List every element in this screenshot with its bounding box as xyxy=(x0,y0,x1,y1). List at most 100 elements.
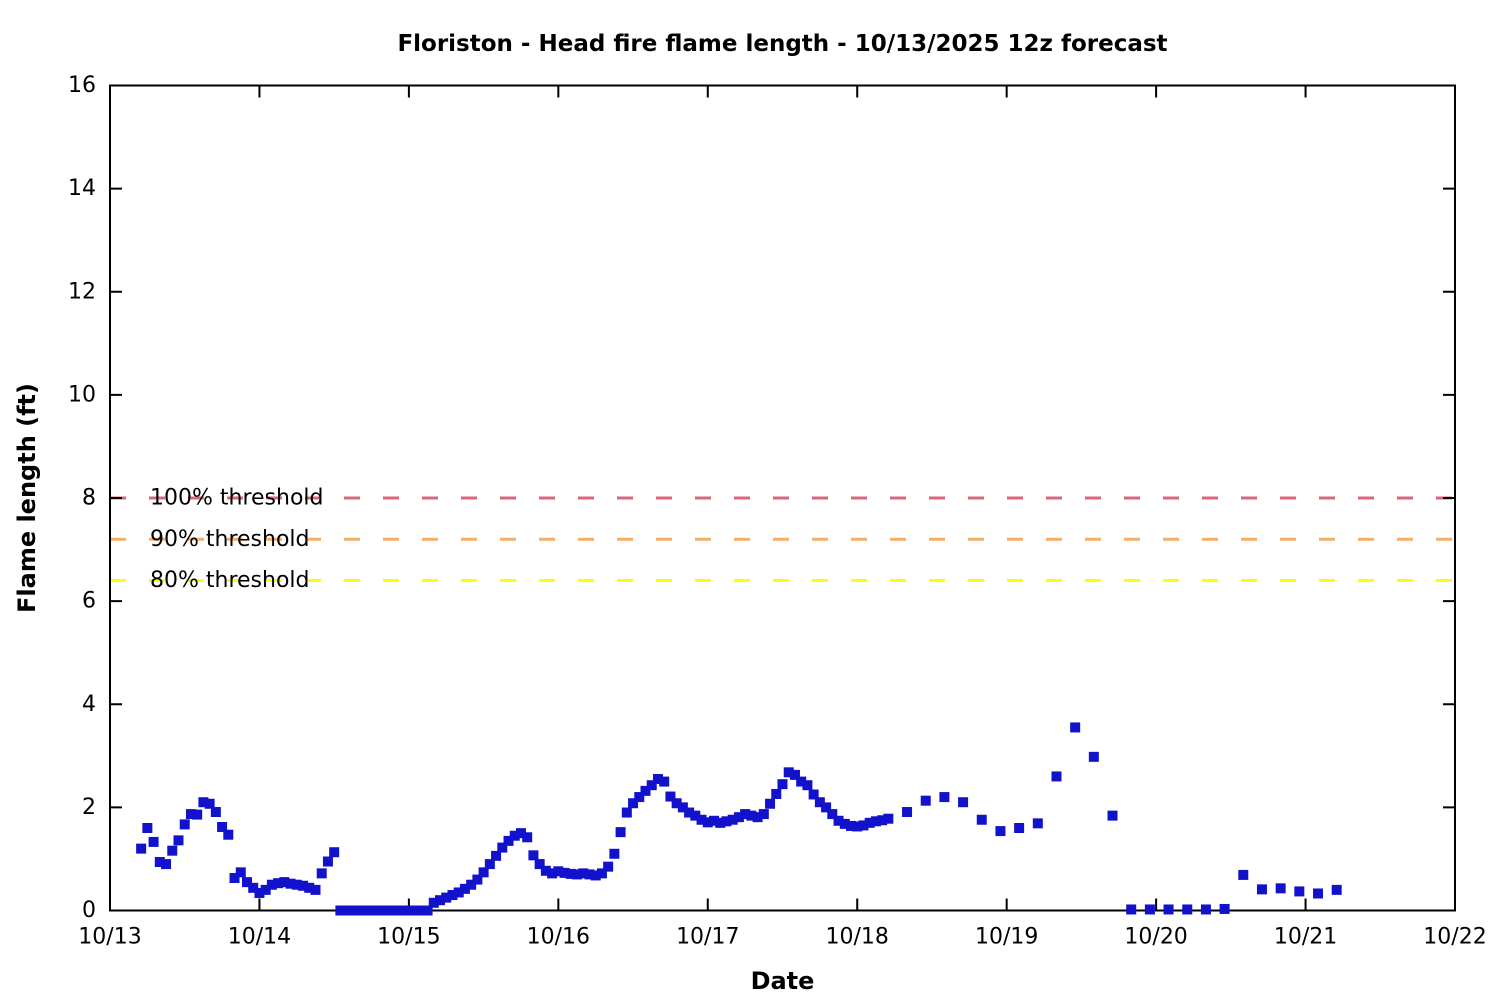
data-point xyxy=(204,798,215,809)
data-point xyxy=(254,887,265,898)
data-point xyxy=(366,905,377,916)
data-point xyxy=(422,905,433,916)
data-point xyxy=(995,826,1006,837)
data-point xyxy=(715,817,726,828)
data-point xyxy=(1163,904,1174,915)
data-point xyxy=(640,785,651,796)
data-point xyxy=(839,818,850,829)
data-point xyxy=(902,807,913,818)
data-point xyxy=(733,812,744,823)
threshold-label-80: 80% threshold xyxy=(150,568,310,593)
data-point xyxy=(266,879,277,890)
data-point xyxy=(796,776,807,787)
data-point xyxy=(192,809,203,820)
data-point xyxy=(628,798,639,809)
y-tick-label: 8 xyxy=(82,486,96,511)
data-point xyxy=(665,791,676,802)
x-tick-label: 10/18 xyxy=(826,925,889,950)
data-point xyxy=(690,810,701,821)
data-point xyxy=(1275,883,1286,894)
data-point xyxy=(765,798,776,809)
data-point xyxy=(565,868,576,879)
data-point xyxy=(503,835,514,846)
x-tick-label: 10/16 xyxy=(527,925,590,950)
data-point xyxy=(1088,751,1099,762)
data-point xyxy=(1238,869,1249,880)
y-tick-label: 6 xyxy=(82,589,96,614)
data-point xyxy=(621,807,632,818)
data-point xyxy=(341,905,352,916)
data-point xyxy=(634,792,645,803)
y-tick-label: 16 xyxy=(68,73,96,98)
data-point xyxy=(845,820,856,831)
data-point xyxy=(223,829,234,840)
x-tick-label: 10/15 xyxy=(377,925,440,950)
data-point xyxy=(416,905,427,916)
data-point xyxy=(453,887,464,898)
data-point xyxy=(491,850,502,861)
data-point xyxy=(329,847,340,858)
data-point xyxy=(179,819,190,830)
y-tick-label: 10 xyxy=(68,382,96,407)
data-point xyxy=(273,878,284,889)
data-point xyxy=(802,780,813,791)
data-point xyxy=(372,905,383,916)
data-point xyxy=(821,802,832,813)
data-point xyxy=(553,866,564,877)
data-point xyxy=(391,905,402,916)
data-point xyxy=(858,820,869,831)
data-point xyxy=(285,878,296,889)
data-point xyxy=(360,905,371,916)
data-point xyxy=(142,823,153,833)
data-point xyxy=(241,877,252,888)
data-point xyxy=(248,882,259,893)
data-point xyxy=(410,905,421,916)
data-point xyxy=(478,867,489,878)
data-point xyxy=(814,797,825,808)
x-tick-label: 10/13 xyxy=(78,925,141,950)
data-point xyxy=(210,807,221,818)
data-point xyxy=(709,815,720,826)
data-point xyxy=(441,892,452,903)
data-point xyxy=(877,815,888,826)
y-tick-label: 4 xyxy=(82,692,96,717)
data-point xyxy=(472,874,483,885)
data-point xyxy=(534,859,545,870)
data-point xyxy=(497,842,508,853)
data-point xyxy=(235,867,246,878)
data-point xyxy=(758,809,769,820)
data-point xyxy=(939,792,950,803)
y-tick-label: 0 xyxy=(82,898,96,923)
data-point xyxy=(154,857,165,868)
data-point xyxy=(870,816,881,827)
data-point xyxy=(671,798,682,809)
data-point xyxy=(322,856,333,867)
data-point xyxy=(547,868,558,879)
data-point xyxy=(435,895,446,906)
data-point xyxy=(584,869,595,880)
data-point xyxy=(1051,771,1062,782)
data-point xyxy=(572,869,583,880)
data-point xyxy=(746,810,757,821)
x-tick-label: 10/14 xyxy=(228,925,291,950)
data-point xyxy=(883,813,894,824)
data-point xyxy=(291,879,302,890)
x-tick-label: 10/20 xyxy=(1124,925,1187,950)
data-point xyxy=(777,779,788,790)
data-point xyxy=(976,814,987,825)
data-point xyxy=(310,884,321,895)
data-point xyxy=(466,879,477,890)
data-point xyxy=(484,859,495,870)
data-point xyxy=(279,877,290,888)
x-tick-label: 10/22 xyxy=(1423,925,1486,950)
data-point xyxy=(173,835,184,846)
data-point xyxy=(1182,904,1193,915)
data-point xyxy=(167,845,178,856)
y-tick-label: 2 xyxy=(82,795,96,820)
data-point xyxy=(559,867,570,878)
data-point xyxy=(827,809,838,820)
data-point xyxy=(1014,823,1025,833)
data-point xyxy=(1219,903,1230,914)
